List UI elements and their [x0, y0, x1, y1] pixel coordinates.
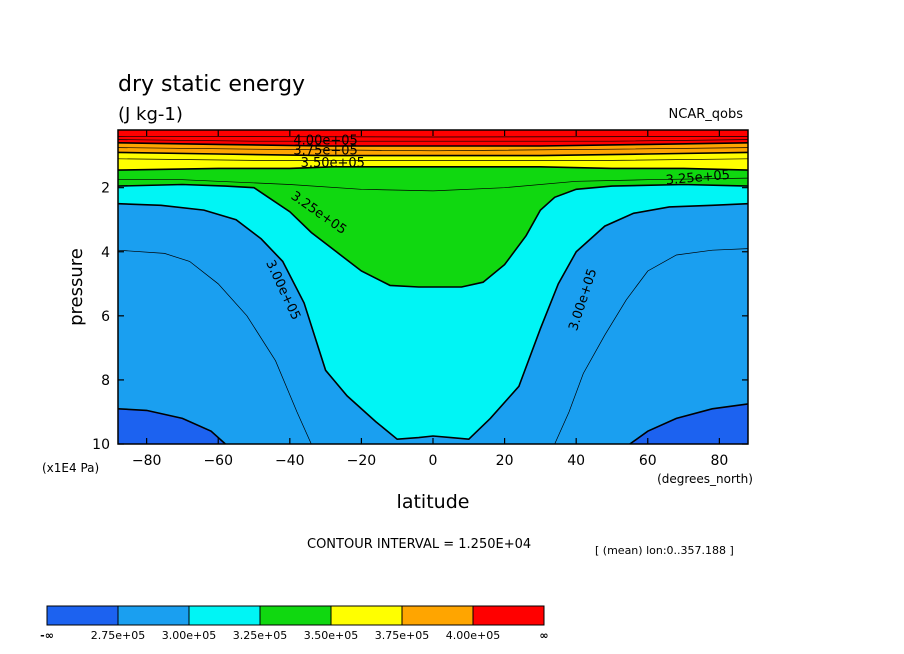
- colorbar: -∞ ∞ 2.75e+05 3.00e+05 3.25e+05 3.50e+05 3.75e…: [40, 605, 549, 642]
- y-tick-label: 4: [101, 245, 110, 261]
- contour-line-layer: [117, 136, 749, 445]
- contour-thin-line-0: [118, 177, 749, 192]
- contour-thin-line-2: [554, 248, 749, 445]
- x-tick-label: −20: [347, 453, 377, 469]
- y-tick-label: 6: [101, 309, 110, 325]
- contour-line-4.00e+05: [117, 142, 749, 147]
- colorbar-swatch: [259, 605, 332, 626]
- contour-thin-line-5: [117, 139, 749, 142]
- contour-line-3.50e+05: [117, 166, 749, 171]
- fill-region-3.00e+05: [118, 203, 748, 444]
- x-tick-label: −60: [203, 453, 233, 469]
- chart-title: dry static energy: [118, 72, 305, 97]
- colorbar-label: 3.50e+05: [304, 629, 358, 642]
- x-tick-label: 20: [496, 453, 514, 469]
- colorbar-swatch: [330, 605, 403, 626]
- dataset-label: NCAR_qobs: [669, 107, 744, 122]
- x-tick-label: 0: [429, 453, 438, 469]
- x-tick-label: 40: [567, 453, 585, 469]
- y-tick-label: 10: [92, 437, 110, 453]
- y-tick-label: 2: [101, 181, 110, 197]
- contour-thin-line-6: [117, 136, 749, 138]
- contour-line-3.25e+05: [117, 183, 749, 288]
- colorbar-end-label: -∞: [40, 629, 54, 642]
- contour-line-3.00e+05: [117, 202, 749, 441]
- fill-region-north-2.75e+05: [629, 403, 748, 444]
- contour-thin-line-4: [117, 147, 749, 152]
- chart-units: (J kg-1): [118, 104, 183, 125]
- y-tick-label: 8: [101, 373, 110, 389]
- colorbar-label: 2.75e+05: [91, 629, 145, 642]
- colorbar-swatch: [472, 605, 545, 626]
- contour-label: 4.00e+05: [293, 134, 357, 149]
- contour-label: 3.25e+05: [665, 168, 730, 189]
- colorbar-label: 3.75e+05: [375, 629, 429, 642]
- y-axis-units: (x1E4 Pa): [42, 461, 99, 475]
- averaging-note: [ (mean) lon:0..357.188 ]: [595, 544, 734, 557]
- contour-label: 3.50e+05: [301, 156, 365, 171]
- x-tick-label: −40: [275, 453, 305, 469]
- colorbar-swatch: [401, 605, 474, 626]
- fill-region-2.75e+05: [118, 408, 226, 444]
- colorbar-label: 3.00e+05: [162, 629, 216, 642]
- contour-interval-note: CONTOUR INTERVAL = 1.250E+04: [307, 537, 531, 552]
- x-tick-label: −80: [132, 453, 162, 469]
- axes-layer: −80 −60 −40 −20 0 20 40 60 80 2 4 6 8 10: [92, 130, 748, 469]
- colorbar-swatch: [46, 605, 119, 626]
- colorbar-swatch: [117, 605, 190, 626]
- x-axis-label: latitude: [397, 491, 470, 513]
- contour-line-3.75e+05: [117, 151, 749, 157]
- y-axis-label: pressure: [66, 248, 87, 326]
- contour-label: 3.75e+05: [293, 143, 357, 158]
- x-tick-label: 80: [710, 453, 728, 469]
- x-axis-units: (degrees_north): [657, 472, 753, 486]
- colorbar-swatch: [188, 605, 261, 626]
- colorbar-end-label: ∞: [539, 629, 548, 642]
- contour-line-2.75e+05: [117, 408, 226, 445]
- x-tick-label: 60: [639, 453, 657, 469]
- colorbar-label: 4.00e+05: [446, 629, 500, 642]
- colorbar-label: 3.25e+05: [233, 629, 287, 642]
- contour-thin-line-1: [117, 249, 312, 445]
- contour-fill-layer: [118, 130, 748, 445]
- contour-line-north-2.75e+05: [629, 403, 749, 445]
- contour-thin-line-3: [117, 158, 749, 161]
